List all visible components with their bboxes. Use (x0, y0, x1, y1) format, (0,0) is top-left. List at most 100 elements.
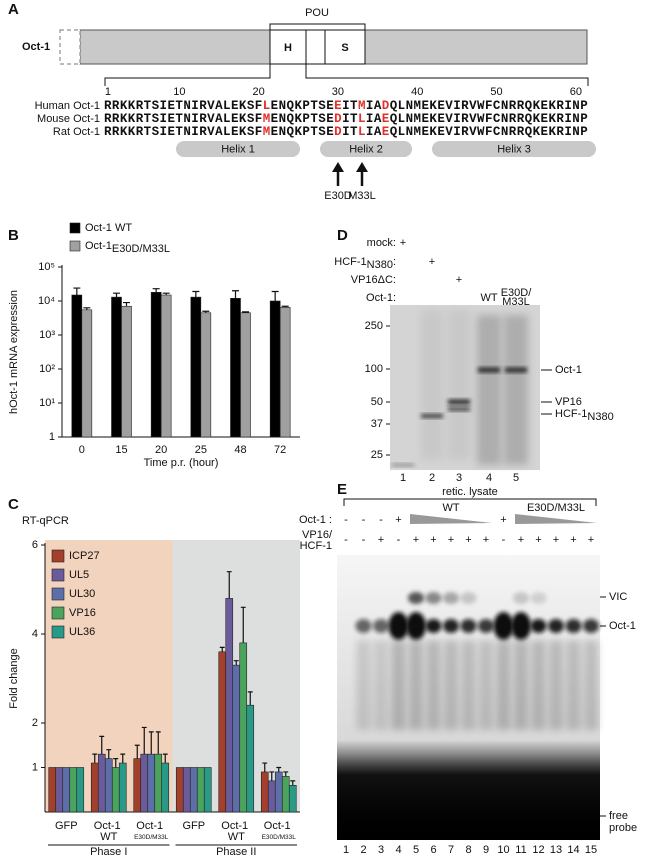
text-line: M33L (502, 296, 530, 308)
panel-label: B (8, 227, 19, 244)
lane-number: 15 (585, 844, 597, 856)
error-bar (232, 290, 239, 299)
residue: E (326, 125, 334, 139)
gel-band (505, 367, 527, 373)
residue: R (556, 112, 564, 126)
residue: M (414, 99, 422, 113)
residue: E (271, 125, 279, 139)
text-line: E30D/M33L (134, 834, 169, 841)
residue: S (247, 99, 255, 113)
residue: V (445, 125, 453, 139)
gel-smear (374, 640, 388, 730)
residue: E (271, 112, 279, 126)
y-tick-label: 4 (32, 628, 38, 640)
x-tick-label: Oct-1 WT (221, 820, 251, 843)
gel-band (425, 592, 442, 604)
gel-smear (391, 640, 406, 730)
helix-label: Helix 3 (497, 143, 531, 155)
bar (218, 651, 227, 813)
legend-label: Oct-1 (85, 240, 112, 252)
legend-label: UL30 (69, 588, 95, 600)
bar (196, 767, 205, 813)
residue: N (183, 125, 191, 139)
residue: N (279, 99, 287, 113)
row-label: mock: (367, 237, 396, 249)
marker-label: 25 (371, 449, 383, 461)
residue: A (374, 112, 382, 126)
bar (71, 294, 83, 438)
x-tick-label: GFP (55, 820, 78, 832)
error-bar (276, 766, 282, 772)
gel-band (460, 619, 477, 633)
bar (90, 762, 99, 813)
band-label: VIC (609, 591, 627, 603)
residue: L (358, 112, 366, 126)
band-label: VP16 (555, 396, 582, 408)
error-bar (92, 753, 98, 764)
row-label: HCF-1 (334, 256, 366, 268)
gel-band (443, 592, 459, 604)
lane-entry: - (362, 534, 366, 546)
residue: V (445, 112, 453, 126)
lane-entry: + (570, 534, 576, 546)
row-label-subscript: N380 (367, 259, 393, 271)
residue: P (580, 125, 588, 139)
titration-label: WT (442, 502, 459, 514)
residue: Q (287, 99, 295, 113)
residue: K (294, 99, 302, 113)
bar (140, 753, 149, 813)
gel-smear (448, 310, 470, 460)
domain-bracket (269, 23, 366, 30)
error-bar (233, 660, 239, 666)
residue: D (334, 125, 342, 139)
bar (160, 294, 172, 438)
helix-label: Helix 1 (221, 143, 255, 155)
residue: N (406, 112, 414, 126)
residue: K (533, 99, 541, 113)
residue: R (199, 125, 207, 139)
residue: K (429, 112, 437, 126)
residue: I (366, 99, 374, 113)
lane-entry: + (456, 274, 462, 286)
residue: R (509, 112, 517, 126)
gel-band (421, 414, 443, 418)
gel-band (408, 592, 424, 604)
residue: I (453, 99, 461, 113)
legend-label: Oct-1 WT (85, 222, 132, 234)
residue: W (477, 99, 485, 113)
residue: I (160, 99, 168, 113)
titration-label: E30D/M33L (527, 502, 585, 514)
residue: S (247, 112, 255, 126)
lane-number: 11 (515, 844, 526, 856)
text-line: WT (228, 831, 245, 843)
legend-swatch (51, 606, 65, 620)
legend-swatch (51, 549, 65, 563)
residue: I (191, 99, 199, 113)
domain-box-label: S (341, 42, 348, 54)
residue: A (374, 125, 382, 139)
panel-label: C (8, 496, 19, 513)
residue: Q (390, 99, 398, 113)
text-line: probe (609, 822, 637, 834)
sequence-name: Rat Oct-1 (53, 126, 100, 138)
gel-smear (549, 640, 563, 730)
text-line: Oct-1 (94, 820, 124, 832)
bar (150, 292, 162, 438)
bar (190, 296, 202, 438)
error-bar (281, 305, 289, 308)
residue: V (207, 112, 215, 126)
gel-band (460, 592, 477, 604)
panel-label: A (8, 1, 19, 18)
lysate-label: retic. lysate (442, 486, 498, 498)
lane-number: 1 (343, 844, 349, 856)
residue: K (239, 99, 247, 113)
gel-band (530, 619, 547, 633)
lane-entry: WT (480, 292, 497, 304)
row-label: VP16ΔC: (351, 274, 396, 286)
residue: E (231, 112, 239, 126)
helix (432, 141, 596, 157)
legend-label-subscript: E30D/M33L (112, 243, 170, 255)
lane-entry: + (429, 256, 435, 268)
residue: L (358, 125, 366, 139)
bar (189, 767, 198, 813)
